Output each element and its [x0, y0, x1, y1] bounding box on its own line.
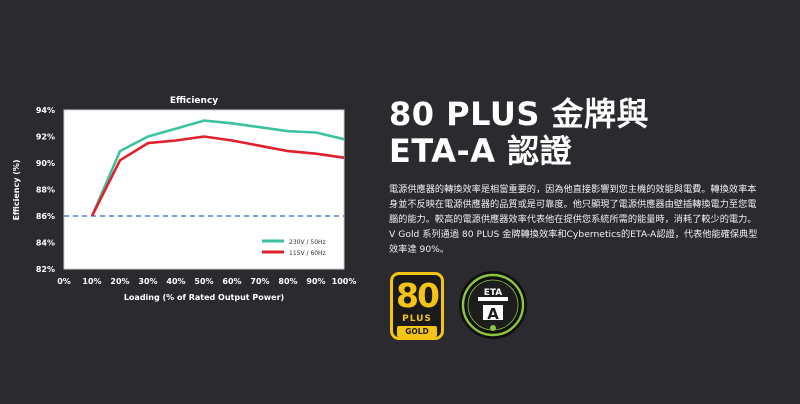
x-tick-label: 90%: [306, 277, 325, 286]
series-line: [90, 119, 345, 217]
description-line: 效率達 90%。: [389, 244, 450, 255]
x-tick-labels: 0% 10% 20% 30% 40% 50% 60% 70% 80% 90% 100%: [57, 277, 356, 286]
x-tick-label: 60%: [222, 277, 241, 286]
y-tick-label: 94%: [36, 106, 55, 115]
y-tick-label: 88%: [36, 186, 55, 195]
description-line: 身並不反映在電源供應器的品質或是可靠度。他只顯現了電源供應器由壁插轉換電力至您電: [389, 199, 757, 210]
x-tick-label: 70%: [250, 277, 269, 286]
x-tick-label: 20%: [110, 277, 129, 286]
badge-80-tier-label: GOLD: [397, 326, 437, 337]
eta-a-badge: ETA A: [458, 270, 528, 340]
eta-badge-top: ETA: [484, 288, 503, 298]
y-axis-label: Efficiency (%): [12, 159, 21, 220]
legend: 230V / 50Hz 115V / 60Hz: [262, 239, 326, 257]
x-tick-label: 0%: [57, 277, 71, 286]
efficiency-chart: Efficiency 82% 84% 86% 88% 90% 92% 94% 0% 10% 20…: [0, 0, 370, 320]
x-tick-label: 100%: [332, 277, 357, 286]
y-tick-label: 86%: [36, 212, 55, 221]
y-tick-labels: 82% 84% 86% 88% 90% 92% 94%: [36, 106, 55, 274]
description-line: 電源供應器的轉換效率是相當重要的，因為他直接影響到您主機的效能與電費。轉換效率本: [389, 184, 757, 195]
eta-badge-graphic: ETA A: [459, 271, 527, 339]
badge-80-plus-label: PLUS: [402, 314, 432, 324]
chart-svg: Efficiency 82% 84% 86% 88% 90% 92% 94% 0% 10% 20…: [12, 96, 356, 302]
description: 電源供應器的轉換效率是相當重要的，因為他直接影響到您主機的效能與電費。轉換效率本…: [389, 182, 779, 257]
x-axis-label: Loading (% of Rated Output Power): [124, 293, 284, 302]
badge-80-number: 80: [396, 276, 440, 315]
y-tick-label: 84%: [36, 239, 55, 248]
series-lines: [90, 119, 345, 217]
y-tick-label: 90%: [36, 159, 55, 168]
x-tick-label: 30%: [138, 277, 157, 286]
series-line: [90, 135, 345, 217]
heading: 80 PLUS 金牌與 ETA-A 認證: [389, 96, 789, 170]
x-tick-label: 50%: [194, 277, 213, 286]
x-tick-label: 80%: [278, 277, 297, 286]
eta-badge-grade: A: [487, 305, 499, 323]
x-tick-label: 10%: [82, 277, 101, 286]
y-tick-label: 92%: [36, 133, 55, 142]
80-plus-gold-badge: 80 PLUS GOLD: [390, 272, 444, 340]
chart-title: Efficiency: [170, 96, 218, 106]
legend-label: 230V / 50Hz: [289, 239, 326, 246]
description-line: V Gold 系列通過 80 PLUS 金牌轉換效率和Cybernetics的E…: [389, 229, 758, 240]
heading-line-1: 80 PLUS 金牌與: [389, 95, 650, 133]
legend-label: 115V / 60Hz: [289, 250, 326, 257]
x-tick-label: 40%: [166, 277, 185, 286]
description-line: 腦的能力。較高的電源供應器效率代表他在提供您系統所需的能量時，消耗了較少的電力。: [389, 214, 757, 225]
heading-line-2: ETA-A 認證: [389, 132, 573, 170]
y-tick-label: 82%: [36, 265, 55, 274]
